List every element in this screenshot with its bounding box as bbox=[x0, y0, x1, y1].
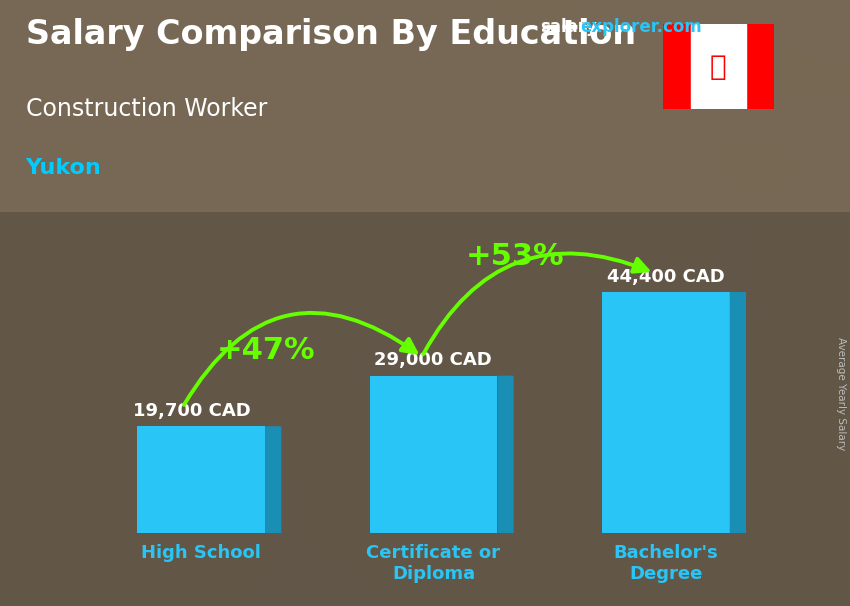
Bar bbox=[663, 24, 690, 109]
Text: Average Yearly Salary: Average Yearly Salary bbox=[836, 338, 846, 450]
FancyBboxPatch shape bbox=[370, 376, 497, 533]
Polygon shape bbox=[729, 292, 746, 533]
FancyBboxPatch shape bbox=[602, 292, 729, 533]
Bar bbox=[746, 24, 774, 109]
Text: 19,700 CAD: 19,700 CAD bbox=[133, 402, 251, 420]
Bar bbox=[690, 24, 746, 109]
Text: explorer.com: explorer.com bbox=[581, 18, 702, 36]
Text: salary: salary bbox=[540, 18, 597, 36]
Text: 44,400 CAD: 44,400 CAD bbox=[607, 267, 724, 285]
FancyBboxPatch shape bbox=[137, 426, 265, 533]
Text: Salary Comparison By Education: Salary Comparison By Education bbox=[26, 18, 636, 51]
Text: +47%: +47% bbox=[217, 336, 315, 365]
Polygon shape bbox=[265, 426, 281, 533]
Text: 🍁: 🍁 bbox=[710, 53, 727, 81]
Polygon shape bbox=[497, 376, 513, 533]
Text: +53%: +53% bbox=[466, 242, 564, 271]
Text: Construction Worker: Construction Worker bbox=[26, 97, 267, 121]
Text: 29,000 CAD: 29,000 CAD bbox=[374, 351, 492, 369]
Text: Yukon: Yukon bbox=[26, 158, 101, 178]
